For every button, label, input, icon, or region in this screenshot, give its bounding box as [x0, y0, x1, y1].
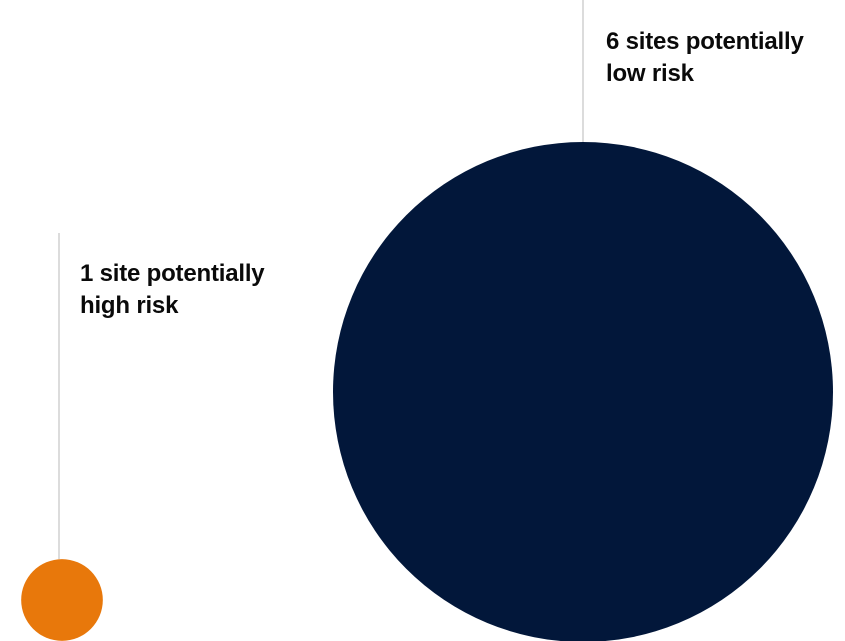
label-high-risk-line2: high risk	[80, 292, 179, 319]
bubble-high-risk	[21, 559, 103, 641]
label-low-risk-line2: low risk	[606, 60, 694, 87]
bubble-low-risk	[333, 142, 833, 641]
label-low-risk: 6 sites potentially low risk	[606, 26, 844, 90]
label-high-risk-line1: 1 site potentially	[80, 260, 265, 287]
label-high-risk: 1 site potentially high risk	[80, 258, 320, 322]
label-low-risk-line1: 6 sites potentially	[606, 28, 804, 55]
